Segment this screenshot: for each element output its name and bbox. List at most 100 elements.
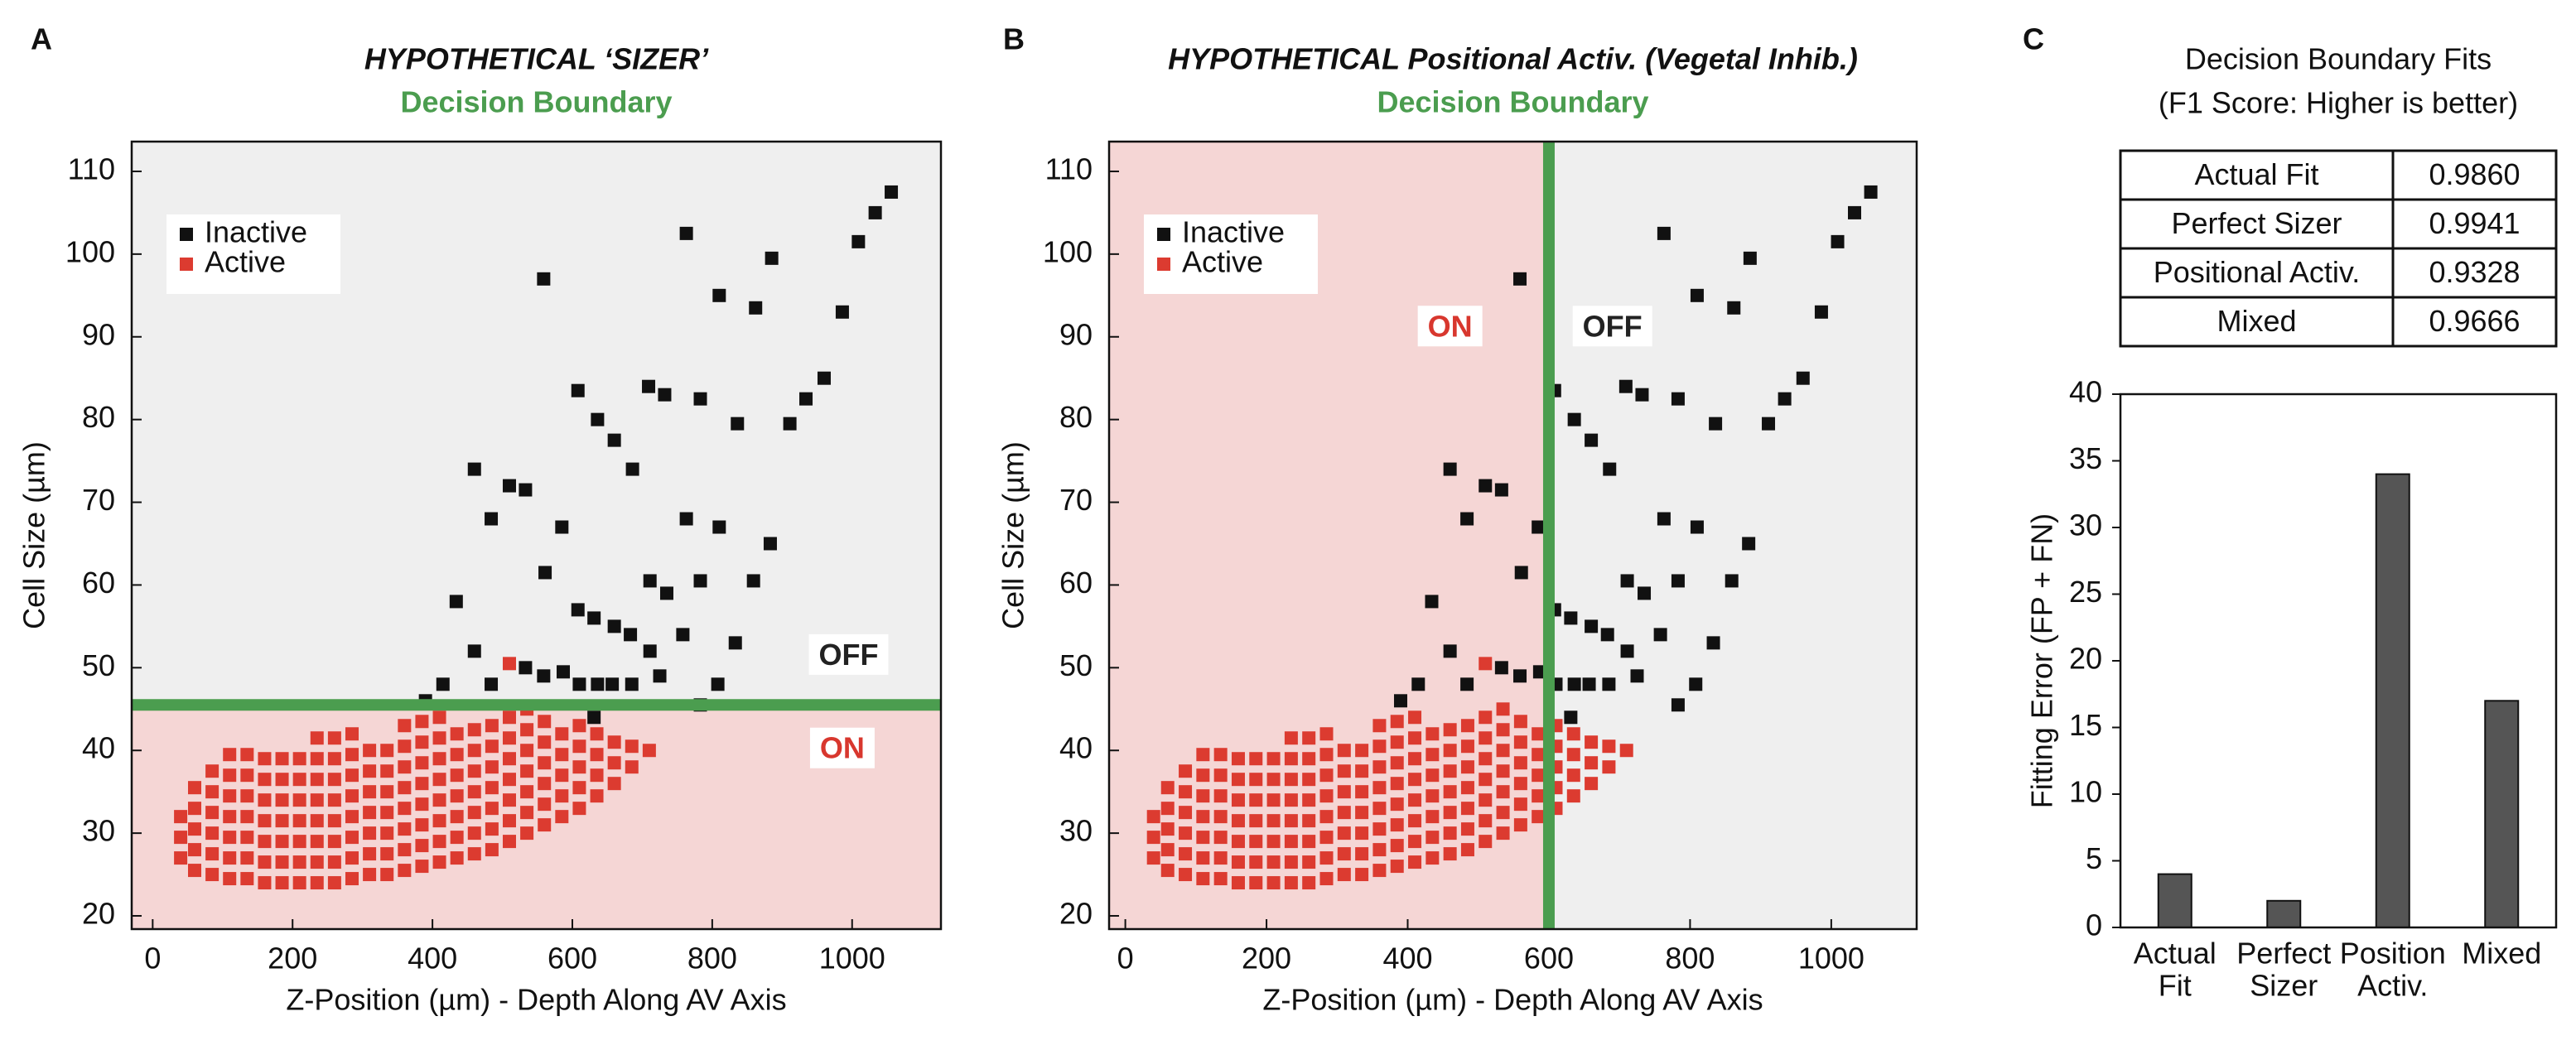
x-tick-label: Actual — [2134, 937, 2217, 971]
data-point — [1443, 806, 1457, 820]
data-point — [1532, 748, 1546, 762]
data-point — [398, 843, 412, 857]
y-tick-label: 30 — [82, 814, 115, 848]
data-point — [345, 748, 359, 762]
data-point — [1179, 785, 1193, 799]
data-point — [1266, 835, 1281, 849]
data-point — [1266, 814, 1281, 828]
data-point — [1302, 773, 1316, 787]
data-point — [1566, 748, 1580, 762]
data-point — [1460, 677, 1474, 691]
data-point — [1479, 793, 1493, 807]
data-point — [538, 566, 552, 580]
data-point — [799, 392, 813, 406]
data-point — [520, 744, 534, 758]
data-point — [851, 234, 866, 248]
data-point — [1460, 719, 1474, 733]
data-point — [1460, 512, 1474, 526]
data-point — [467, 764, 481, 778]
data-point — [205, 785, 219, 799]
data-point — [1390, 756, 1404, 770]
data-point — [1319, 831, 1334, 845]
data-point — [1196, 831, 1210, 845]
data-point — [1355, 868, 1369, 882]
data-point — [485, 822, 499, 836]
data-point — [1355, 806, 1369, 820]
region — [1548, 142, 1917, 929]
data-point — [1585, 777, 1599, 791]
data-point — [1302, 855, 1316, 869]
annotation: ON — [820, 731, 865, 765]
data-point — [1160, 822, 1175, 836]
data-point — [1496, 785, 1510, 799]
data-point — [659, 586, 673, 600]
data-point — [1460, 802, 1474, 816]
data-point — [1532, 810, 1546, 824]
data-point — [1196, 768, 1210, 783]
data-point — [555, 727, 569, 741]
annotation: ON — [1428, 309, 1473, 343]
data-point — [345, 789, 359, 803]
x-tick-label: Activ. — [2357, 969, 2428, 1003]
data-point — [432, 710, 446, 725]
data-point — [436, 677, 450, 691]
table-cell — [2391, 296, 2558, 348]
data-point — [1532, 789, 1546, 803]
data-point — [835, 305, 849, 319]
data-point — [345, 831, 359, 845]
x-tick-label: Mixed — [2462, 937, 2541, 971]
table-text: Mixed — [2217, 304, 2296, 338]
data-point — [1585, 433, 1599, 447]
y-tick-label: 40 — [1059, 731, 1093, 765]
data-point — [642, 379, 656, 393]
data-point — [258, 793, 272, 807]
panel-label: C — [2023, 22, 2044, 56]
data-point — [763, 537, 777, 551]
y-axis-label: Cell Size (µm) — [17, 441, 51, 629]
data-point — [292, 773, 306, 787]
data-point — [258, 773, 272, 787]
data-point — [450, 810, 464, 824]
data-point — [450, 851, 464, 865]
data-point — [450, 748, 464, 762]
data-point — [1196, 851, 1210, 865]
legend-swatch — [180, 228, 193, 241]
data-point — [187, 802, 201, 816]
legend-label: Inactive — [1182, 215, 1285, 249]
data-point — [1742, 537, 1756, 551]
data-point — [502, 793, 516, 807]
annotation: OFF — [819, 638, 879, 672]
data-point — [1425, 727, 1440, 741]
x-tick-label: 800 — [1665, 942, 1715, 975]
data-point — [1706, 636, 1720, 650]
table-title: Decision Boundary Fits — [2185, 42, 2492, 76]
data-point — [1443, 847, 1457, 861]
data-point — [485, 739, 499, 754]
y-tick-label: 60 — [82, 566, 115, 600]
data-point — [258, 814, 272, 828]
data-point — [1460, 781, 1474, 795]
data-point — [363, 744, 377, 758]
data-point — [327, 835, 341, 849]
data-point — [467, 744, 481, 758]
data-point — [1160, 843, 1175, 857]
data-point — [1179, 868, 1193, 882]
data-point — [1337, 868, 1351, 882]
data-point — [1249, 752, 1263, 766]
data-point — [1284, 814, 1298, 828]
table-text: Actual Fit — [2194, 157, 2318, 191]
data-point — [817, 371, 831, 385]
data-point — [240, 872, 254, 886]
data-point — [502, 479, 516, 493]
data-point — [1372, 760, 1387, 774]
chart-subtitle: Decision Boundary — [1377, 85, 1648, 119]
data-point — [590, 768, 604, 783]
y-tick-label: 60 — [1059, 566, 1093, 600]
data-point — [1408, 731, 1422, 745]
data-point — [363, 764, 377, 778]
data-point — [1196, 872, 1210, 886]
x-tick-label: 600 — [548, 942, 597, 975]
data-point — [187, 781, 201, 795]
legend-label: Active — [205, 245, 286, 279]
table-text: 0.9860 — [2429, 157, 2520, 191]
